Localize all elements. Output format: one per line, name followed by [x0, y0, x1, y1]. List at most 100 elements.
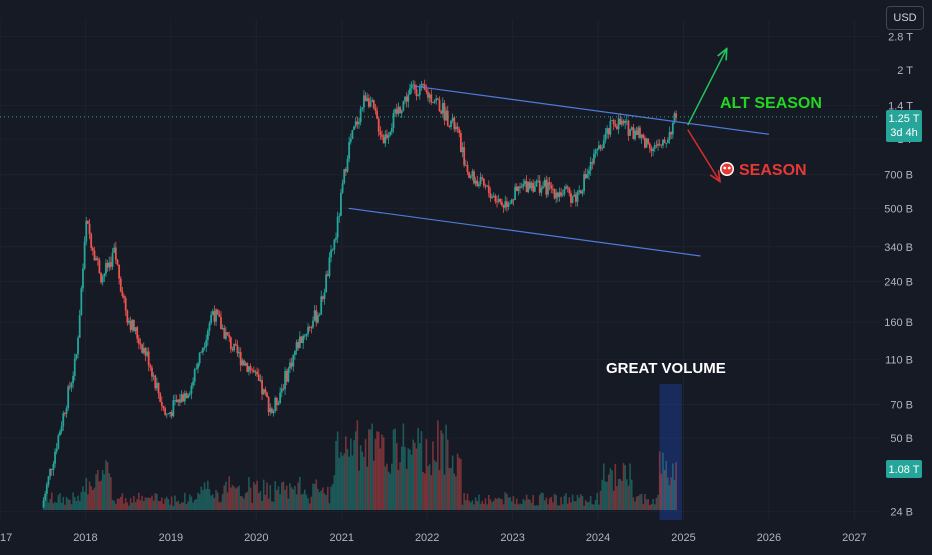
candle-body [73, 358, 76, 376]
candle-body [376, 110, 378, 119]
candle-body [193, 369, 196, 382]
volume-bar [532, 494, 534, 510]
volume-bar [208, 489, 211, 510]
candle-body [545, 179, 548, 195]
candle-body [330, 250, 332, 258]
volume-bar [583, 505, 585, 510]
volume-bar [575, 501, 577, 510]
candle-body [294, 351, 296, 355]
volume-bar [441, 433, 444, 510]
alt-season-arrow[interactable] [687, 50, 726, 126]
candle-body [502, 205, 505, 208]
volume-bar [537, 505, 539, 510]
candle-body [343, 169, 346, 184]
volume-bar [599, 490, 602, 510]
volume-bar [394, 428, 396, 510]
candle-body [542, 186, 544, 189]
volume-bar [269, 485, 272, 510]
volume-bar [414, 442, 416, 510]
volume-bar [167, 499, 170, 510]
channel-upper-line[interactable] [414, 85, 770, 135]
volume-bar [188, 494, 191, 510]
volume-bar [366, 466, 369, 510]
candle-body [124, 298, 127, 311]
candle-body [464, 165, 467, 166]
volume-bar [96, 469, 99, 510]
volume-bar [547, 504, 549, 510]
candle-body [167, 413, 170, 415]
candle-body [469, 175, 472, 178]
currency-button[interactable]: USD [886, 6, 924, 30]
candle-body [579, 190, 582, 194]
candle-body [588, 170, 590, 175]
candle-body [632, 127, 635, 139]
candle-body [200, 352, 203, 354]
volume-bar [665, 460, 668, 510]
candle-body [627, 120, 630, 136]
volume-bar [368, 429, 370, 510]
candle-body [474, 180, 477, 184]
candle-body [303, 335, 306, 337]
y-tick-label: 2.8 T [888, 31, 913, 43]
volume-bar [443, 474, 446, 510]
volume-bar [198, 494, 201, 510]
candle-body [233, 343, 236, 351]
candle-body [325, 274, 328, 293]
volume-bars [42, 420, 677, 510]
volume-bar [128, 505, 130, 510]
candle-body [412, 84, 415, 86]
candle-body [594, 150, 597, 154]
volume-bar [62, 496, 65, 510]
volume-bar [376, 431, 378, 510]
candle-body [75, 354, 78, 359]
candle-body [361, 107, 364, 110]
volume-bar [159, 501, 161, 510]
x-tick-label: 2024 [586, 532, 610, 544]
candle-body [119, 278, 122, 292]
candle-body [110, 262, 112, 267]
volume-bar [464, 500, 467, 510]
volume-bar [345, 436, 347, 510]
volume-bar [363, 456, 365, 510]
volume-bar [386, 463, 388, 510]
candle-body [668, 132, 671, 140]
x-tick-label: 2017 [0, 532, 12, 544]
volume-bar [473, 504, 475, 510]
volume-bar [200, 486, 203, 510]
volume-bar [430, 475, 433, 510]
volume-bar [328, 503, 331, 510]
volume-bar [90, 486, 92, 510]
candle-body [369, 102, 372, 107]
volume-bar [530, 502, 533, 510]
candle-body [349, 138, 352, 142]
candle-body [318, 314, 321, 316]
volume-bar [412, 439, 415, 510]
volume-bar [438, 470, 441, 510]
candle-body [492, 195, 495, 197]
volume-bar [617, 478, 620, 510]
candle-body [648, 143, 651, 149]
red-season-arrow[interactable] [687, 129, 720, 181]
projection-arrows[interactable] [687, 50, 726, 181]
volume-bar [80, 492, 83, 510]
volume-bar [672, 463, 674, 510]
volume-bar [538, 494, 541, 510]
candle-body [114, 247, 117, 260]
volume-bar [108, 473, 111, 510]
channel-lines[interactable] [348, 85, 770, 257]
candle-body [432, 102, 434, 104]
candle-body [413, 84, 416, 90]
candle-body [344, 169, 347, 172]
volume-bar [522, 499, 525, 510]
candle-body [586, 174, 589, 179]
candle-body [190, 385, 193, 394]
channel-lower-line[interactable] [348, 207, 701, 257]
candle-body [251, 369, 254, 371]
volume-bar [246, 491, 249, 510]
candle-body [555, 192, 558, 199]
candle-body [160, 402, 163, 406]
candle-body [366, 98, 369, 101]
candle-body [428, 94, 431, 98]
